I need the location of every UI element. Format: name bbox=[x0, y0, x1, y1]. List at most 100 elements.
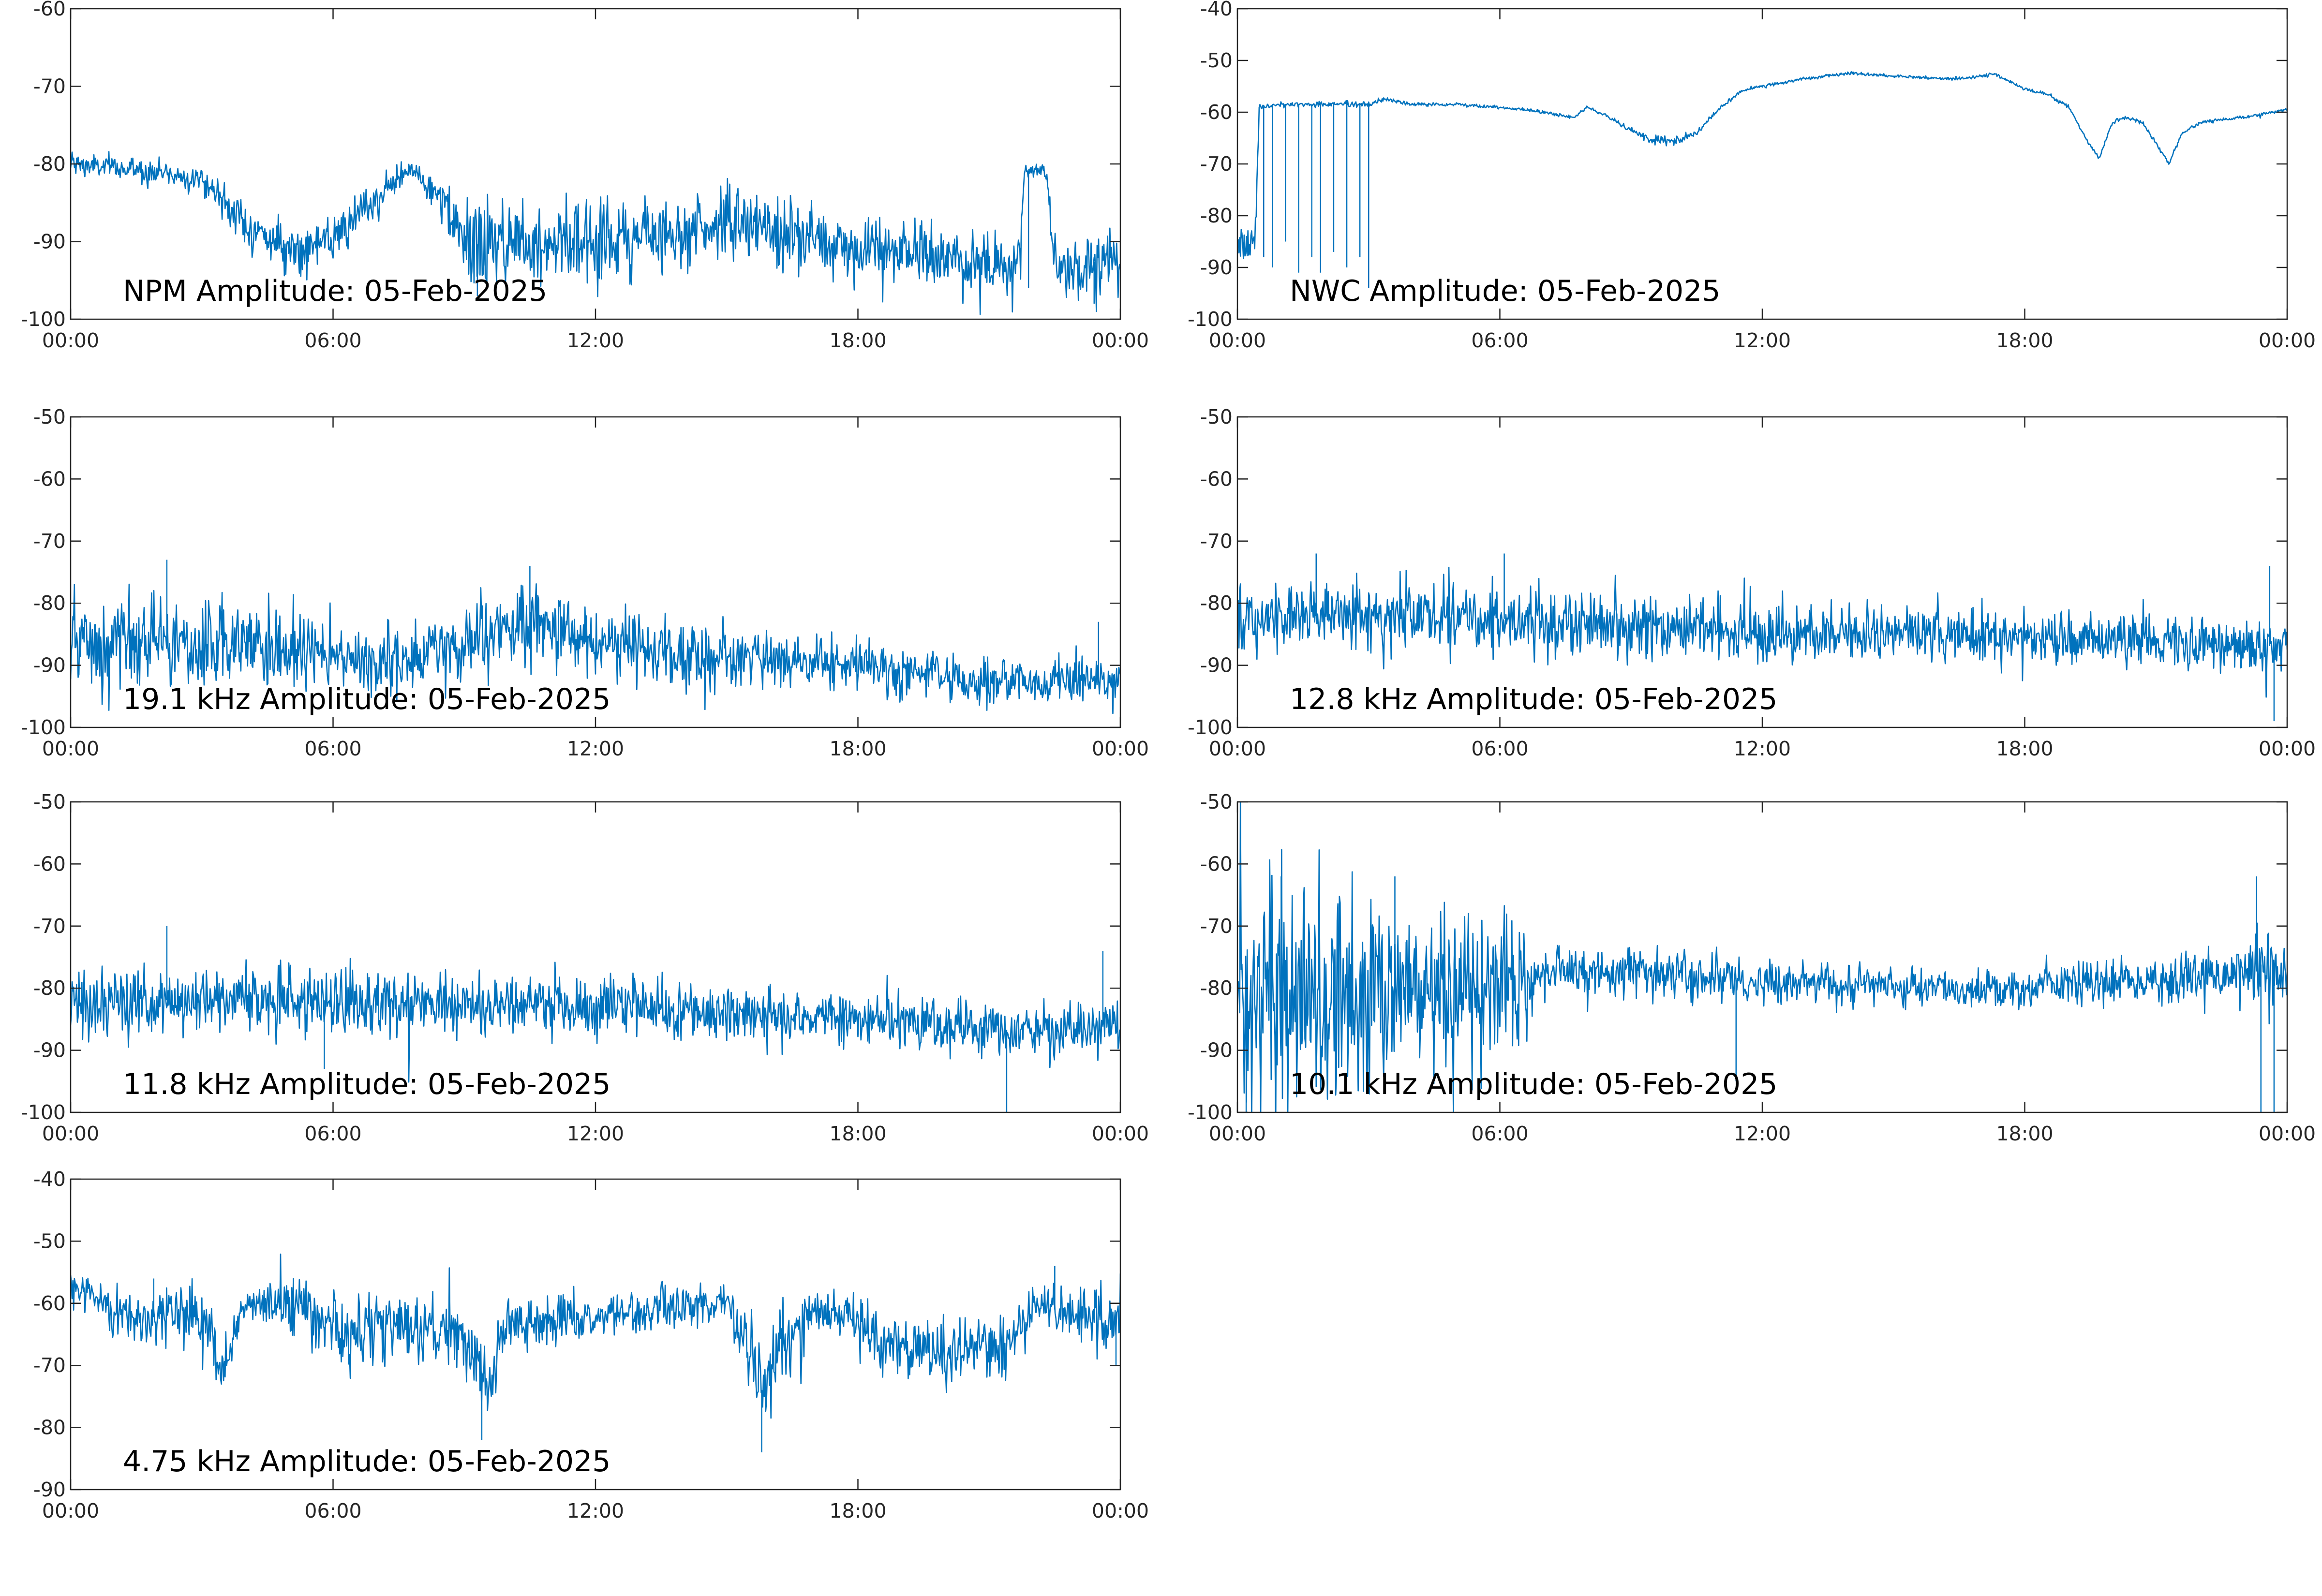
x-tick-label: 00:00 bbox=[2259, 1122, 2316, 1145]
x-tick-label: 06:00 bbox=[304, 1499, 361, 1522]
x-tick-label: 18:00 bbox=[829, 737, 886, 760]
series-line bbox=[1237, 71, 2287, 260]
axes-frame bbox=[70, 1178, 1121, 1491]
axes-frame bbox=[1236, 8, 2288, 320]
y-tick-label: -70 bbox=[33, 1354, 66, 1377]
y-tick-label: -80 bbox=[33, 1416, 66, 1439]
y-tick-label: -60 bbox=[33, 0, 66, 20]
series-line bbox=[1237, 802, 2287, 1112]
y-tick-label: -40 bbox=[33, 1167, 66, 1191]
series-line bbox=[1237, 566, 2287, 698]
x-tick-label: 12:00 bbox=[1734, 329, 1791, 352]
y-tick-label: -70 bbox=[33, 915, 66, 938]
y-tick-label: -50 bbox=[33, 790, 66, 813]
panel-title: 10.1 kHz Amplitude: 05-Feb-2025 bbox=[1290, 1067, 1777, 1101]
x-tick-label: 18:00 bbox=[1996, 329, 2053, 352]
panel-title: NPM Amplitude: 05-Feb-2025 bbox=[123, 274, 547, 308]
y-tick-label: -90 bbox=[33, 1039, 66, 1062]
x-tick-label: 12:00 bbox=[567, 329, 624, 352]
y-tick-label: -90 bbox=[1200, 654, 1233, 677]
y-tick-label: -70 bbox=[33, 530, 66, 553]
y-tick-label: -60 bbox=[1200, 467, 1233, 490]
y-tick-label: -50 bbox=[1200, 790, 1233, 813]
y-tick-label: -90 bbox=[33, 230, 66, 253]
x-tick-label: 00:00 bbox=[42, 1499, 99, 1522]
panel-title: NWC Amplitude: 05-Feb-2025 bbox=[1290, 274, 1721, 308]
chart-panel: 00:00 06:00 12:00 18:00 00:00-100-90-80-70-6… bbox=[21, 405, 1149, 760]
y-tick-label: -70 bbox=[1200, 915, 1233, 938]
x-tick-label: 18:00 bbox=[1996, 737, 2053, 760]
x-tick-label: 00:00 bbox=[1092, 1122, 1149, 1145]
y-tick-label: -60 bbox=[1200, 852, 1233, 875]
axes-frame bbox=[1236, 416, 2288, 728]
x-tick-label: 06:00 bbox=[304, 1122, 361, 1145]
y-tick-label: -50 bbox=[33, 1229, 66, 1253]
x-tick-label: 00:00 bbox=[1209, 737, 1266, 760]
x-tick-label: 00:00 bbox=[1092, 329, 1149, 352]
y-tick-label: -70 bbox=[1200, 530, 1233, 553]
y-tick-label: -50 bbox=[1200, 405, 1233, 429]
x-tick-label: 18:00 bbox=[1996, 1122, 2053, 1145]
y-tick-label: -80 bbox=[1200, 591, 1233, 615]
y-tick-label: -90 bbox=[1200, 1039, 1233, 1062]
x-tick-label: 12:00 bbox=[1734, 1122, 1791, 1145]
y-tick-label: -70 bbox=[1200, 152, 1233, 176]
chart-panel: 00:00 06:00 12:00 18:00 00:00-100-90-80-70-6… bbox=[1188, 790, 2316, 1145]
series-line bbox=[71, 1253, 1120, 1419]
x-tick-label: 18:00 bbox=[829, 1499, 886, 1522]
y-tick-label: -100 bbox=[1188, 1101, 1233, 1124]
x-tick-label: 06:00 bbox=[304, 737, 361, 760]
y-tick-label: -80 bbox=[33, 152, 66, 176]
chart-panel: 00:00 06:00 12:00 18:00 00:00-100-90-80-70-6… bbox=[21, 790, 1149, 1145]
series-line bbox=[71, 583, 1120, 714]
y-tick-label: -80 bbox=[33, 976, 66, 1000]
y-tick-label: -90 bbox=[33, 654, 66, 677]
y-tick-label: -80 bbox=[1200, 204, 1233, 227]
y-tick-label: -100 bbox=[1188, 308, 1233, 331]
y-tick-label: -50 bbox=[1200, 49, 1233, 72]
y-tick-label: -100 bbox=[21, 308, 66, 331]
y-tick-label: -70 bbox=[33, 75, 66, 98]
x-tick-label: 12:00 bbox=[1734, 737, 1791, 760]
x-tick-label: 00:00 bbox=[1209, 1122, 1266, 1145]
series-line bbox=[71, 958, 1120, 1083]
panel-title: 19.1 kHz Amplitude: 05-Feb-2025 bbox=[123, 682, 610, 716]
x-tick-label: 00:00 bbox=[1092, 737, 1149, 760]
x-tick-label: 06:00 bbox=[304, 329, 361, 352]
y-tick-label: -90 bbox=[1200, 256, 1233, 279]
y-tick-label: -60 bbox=[33, 852, 66, 875]
x-tick-label: 00:00 bbox=[2259, 329, 2316, 352]
y-tick-label: -60 bbox=[33, 467, 66, 490]
x-tick-label: 00:00 bbox=[1209, 329, 1266, 352]
x-tick-label: 06:00 bbox=[1471, 1122, 1528, 1145]
y-tick-label: -80 bbox=[33, 591, 66, 615]
series-line bbox=[71, 151, 1120, 315]
panel-title: 4.75 kHz Amplitude: 05-Feb-2025 bbox=[123, 1445, 610, 1478]
chart-panel: 00:00 06:00 12:00 18:00 00:00-100-90-80-70-6… bbox=[21, 0, 1149, 352]
x-tick-label: 00:00 bbox=[42, 329, 99, 352]
x-tick-label: 06:00 bbox=[1471, 737, 1528, 760]
x-tick-label: 12:00 bbox=[567, 1122, 624, 1145]
x-tick-label: 00:00 bbox=[42, 737, 99, 760]
x-tick-label: 12:00 bbox=[567, 737, 624, 760]
y-tick-label: -100 bbox=[1188, 716, 1233, 739]
y-tick-label: -80 bbox=[1200, 976, 1233, 1000]
x-tick-label: 00:00 bbox=[1092, 1499, 1149, 1522]
chart-panel: 00:00 06:00 12:00 18:00 00:00-100-90-80-70-6… bbox=[1188, 0, 2316, 352]
chart-panel: 00:00 06:00 12:00 18:00 00:00-90-80-70-60-50… bbox=[33, 1167, 1149, 1522]
x-tick-label: 12:00 bbox=[567, 1499, 624, 1522]
x-tick-label: 00:00 bbox=[42, 1122, 99, 1145]
y-tick-label: -100 bbox=[21, 1101, 66, 1124]
x-tick-label: 06:00 bbox=[1471, 329, 1528, 352]
y-tick-label: -50 bbox=[33, 405, 66, 429]
axes-frame bbox=[70, 801, 1121, 1113]
y-tick-label: -60 bbox=[1200, 101, 1233, 124]
panel-title: 11.8 kHz Amplitude: 05-Feb-2025 bbox=[123, 1067, 610, 1101]
y-tick-label: -60 bbox=[33, 1292, 66, 1315]
y-tick-label: -90 bbox=[33, 1478, 66, 1501]
y-tick-label: -40 bbox=[1200, 0, 1233, 20]
axes-frame bbox=[70, 8, 1121, 320]
x-tick-label: 00:00 bbox=[2259, 737, 2316, 760]
panel-title: 12.8 kHz Amplitude: 05-Feb-2025 bbox=[1290, 682, 1777, 716]
